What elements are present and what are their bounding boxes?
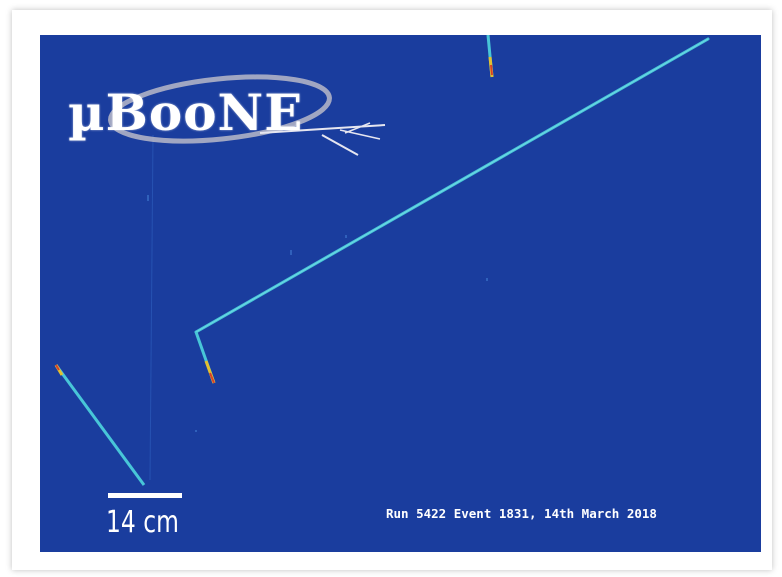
microboone-logo-icon	[108, 74, 386, 156]
scale-bar-label: 14 cm	[106, 505, 179, 540]
scale-bar	[108, 493, 182, 498]
run-event-label: Run 5422 Event 1831, 14th March 2018	[386, 506, 657, 521]
microboone-logo-text: µBooNE	[68, 83, 304, 142]
noise-specks	[147, 195, 488, 432]
event-display: µBooNE 14 cm Run 5422 Event 1831, 14th M…	[40, 35, 761, 552]
event-tracks	[54, 35, 710, 498]
left-particle-track	[54, 364, 146, 486]
